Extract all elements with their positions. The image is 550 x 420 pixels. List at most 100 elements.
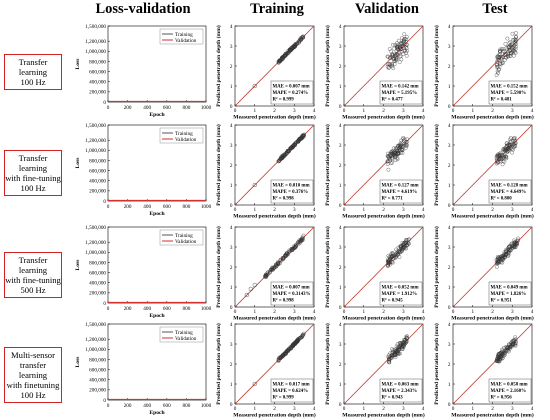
stats-box-frame: [488, 281, 532, 306]
parity-x-tick-label: 2: [382, 406, 385, 412]
data-point: [393, 255, 398, 260]
data-point: [279, 155, 283, 160]
data-point: [297, 239, 301, 244]
loss-x-tick-label: 1000: [201, 204, 212, 210]
loss-y-tick-label: 0: [103, 100, 106, 106]
data-point: [387, 153, 392, 158]
parity-y-axis-label: Predicted penetration depth (mm): [324, 323, 331, 405]
data-point: [390, 160, 395, 165]
parity-y-axis-label: Predicted penetration depth (mm): [324, 25, 331, 107]
data-point: [497, 359, 502, 364]
data-point: [498, 49, 503, 53]
loss-y-tick-label: 800,000: [89, 357, 106, 363]
data-point: [515, 239, 520, 243]
data-point: [277, 356, 282, 360]
parity-x-tick-label: 2: [382, 309, 385, 315]
data-point: [291, 342, 296, 347]
parity-y-axis-label: Predicted penetration depth (mm): [433, 25, 440, 107]
data-point: [275, 260, 280, 265]
parity-x-axis-label: Measured penetration depth (mm): [233, 315, 316, 322]
data-point: [500, 256, 505, 261]
data-point: [395, 155, 400, 160]
data-point: [495, 69, 500, 74]
loss-x-tick-label: 0: [107, 105, 110, 111]
data-point: [504, 252, 508, 257]
data-point: [287, 48, 292, 53]
data-point: [248, 286, 253, 292]
data-point: [301, 332, 306, 337]
parity-y-tick-label: 3: [230, 245, 233, 251]
data-point: [387, 152, 392, 156]
data-point: [279, 57, 283, 62]
data-point: [509, 51, 514, 56]
row-label-2-line-2: with fine-tuning: [5, 173, 61, 183]
data-point: [505, 346, 509, 351]
data-point: [292, 43, 297, 48]
stats-line-1: MAE = 0.152 mm: [491, 85, 528, 90]
loss-y-tick-label: 1,500,000: [85, 322, 106, 328]
parity-y-tick-label: 1: [448, 382, 451, 388]
data-point: [387, 47, 392, 51]
data-point: [282, 54, 287, 59]
data-point: [386, 261, 391, 266]
data-point: [494, 156, 499, 161]
data-point: [286, 48, 291, 53]
data-point: [500, 352, 505, 357]
stats-line-1: MAE = 0.128 mm: [491, 184, 528, 189]
loss-y-tick-label: 400,000: [89, 378, 106, 384]
parity-x-tick-label: 1: [362, 406, 365, 412]
data-point: [507, 48, 512, 53]
parity-y-tick-label: 1: [448, 183, 451, 189]
parity-x-tick-label: 3: [402, 207, 405, 213]
data-point: [498, 355, 502, 360]
data-point: [508, 54, 513, 59]
data-point: [513, 49, 517, 54]
data-point: [513, 343, 518, 348]
data-point: [514, 242, 519, 246]
data-point: [496, 160, 501, 164]
data-point: [502, 148, 507, 152]
parity-x-axis-label: Measured penetration depth (mm): [451, 114, 534, 121]
parity-x-tick-label: 3: [511, 406, 514, 412]
data-point: [287, 346, 292, 350]
parity-y-tick-label: 2: [448, 163, 451, 169]
data-point: [513, 50, 518, 55]
loss-x-tick-label: 600: [163, 204, 171, 210]
parity-x-axis-label: Measured penetration depth (mm): [342, 412, 425, 419]
data-point: [385, 259, 390, 264]
data-point: [283, 351, 288, 355]
data-point: [276, 59, 281, 64]
data-point: [514, 240, 519, 245]
parity-x-tick-label: 1: [471, 309, 474, 315]
stats-line-2: MAPE = 4.619%: [382, 190, 418, 195]
data-point: [513, 37, 518, 42]
stats-line-2: MAPE = 0.624%: [273, 389, 309, 394]
data-point: [277, 158, 282, 163]
data-point: [503, 350, 508, 355]
parity-y-axis-label: Predicted penetration depth (mm): [215, 226, 222, 308]
data-point: [507, 249, 511, 254]
data-point: [297, 137, 302, 142]
parity-x-tick-label: 1: [471, 108, 474, 114]
parity-x-tick-label: 1: [253, 207, 256, 213]
data-point: [395, 249, 400, 254]
data-point: [510, 50, 515, 55]
identity-line: [452, 25, 533, 107]
data-point: [514, 38, 518, 43]
data-point: [402, 340, 407, 344]
data-point: [275, 262, 280, 266]
identity-line: [234, 323, 315, 405]
stats-line-2: MAPE = 2.160%: [491, 389, 527, 394]
data-point: [277, 58, 282, 63]
parity-y-tick-label: 1: [339, 285, 342, 291]
data-point: [280, 56, 284, 61]
data-point: [296, 138, 301, 143]
data-point: [512, 138, 517, 143]
data-point: [390, 260, 395, 265]
parity-x-tick-label: 0: [234, 207, 237, 213]
